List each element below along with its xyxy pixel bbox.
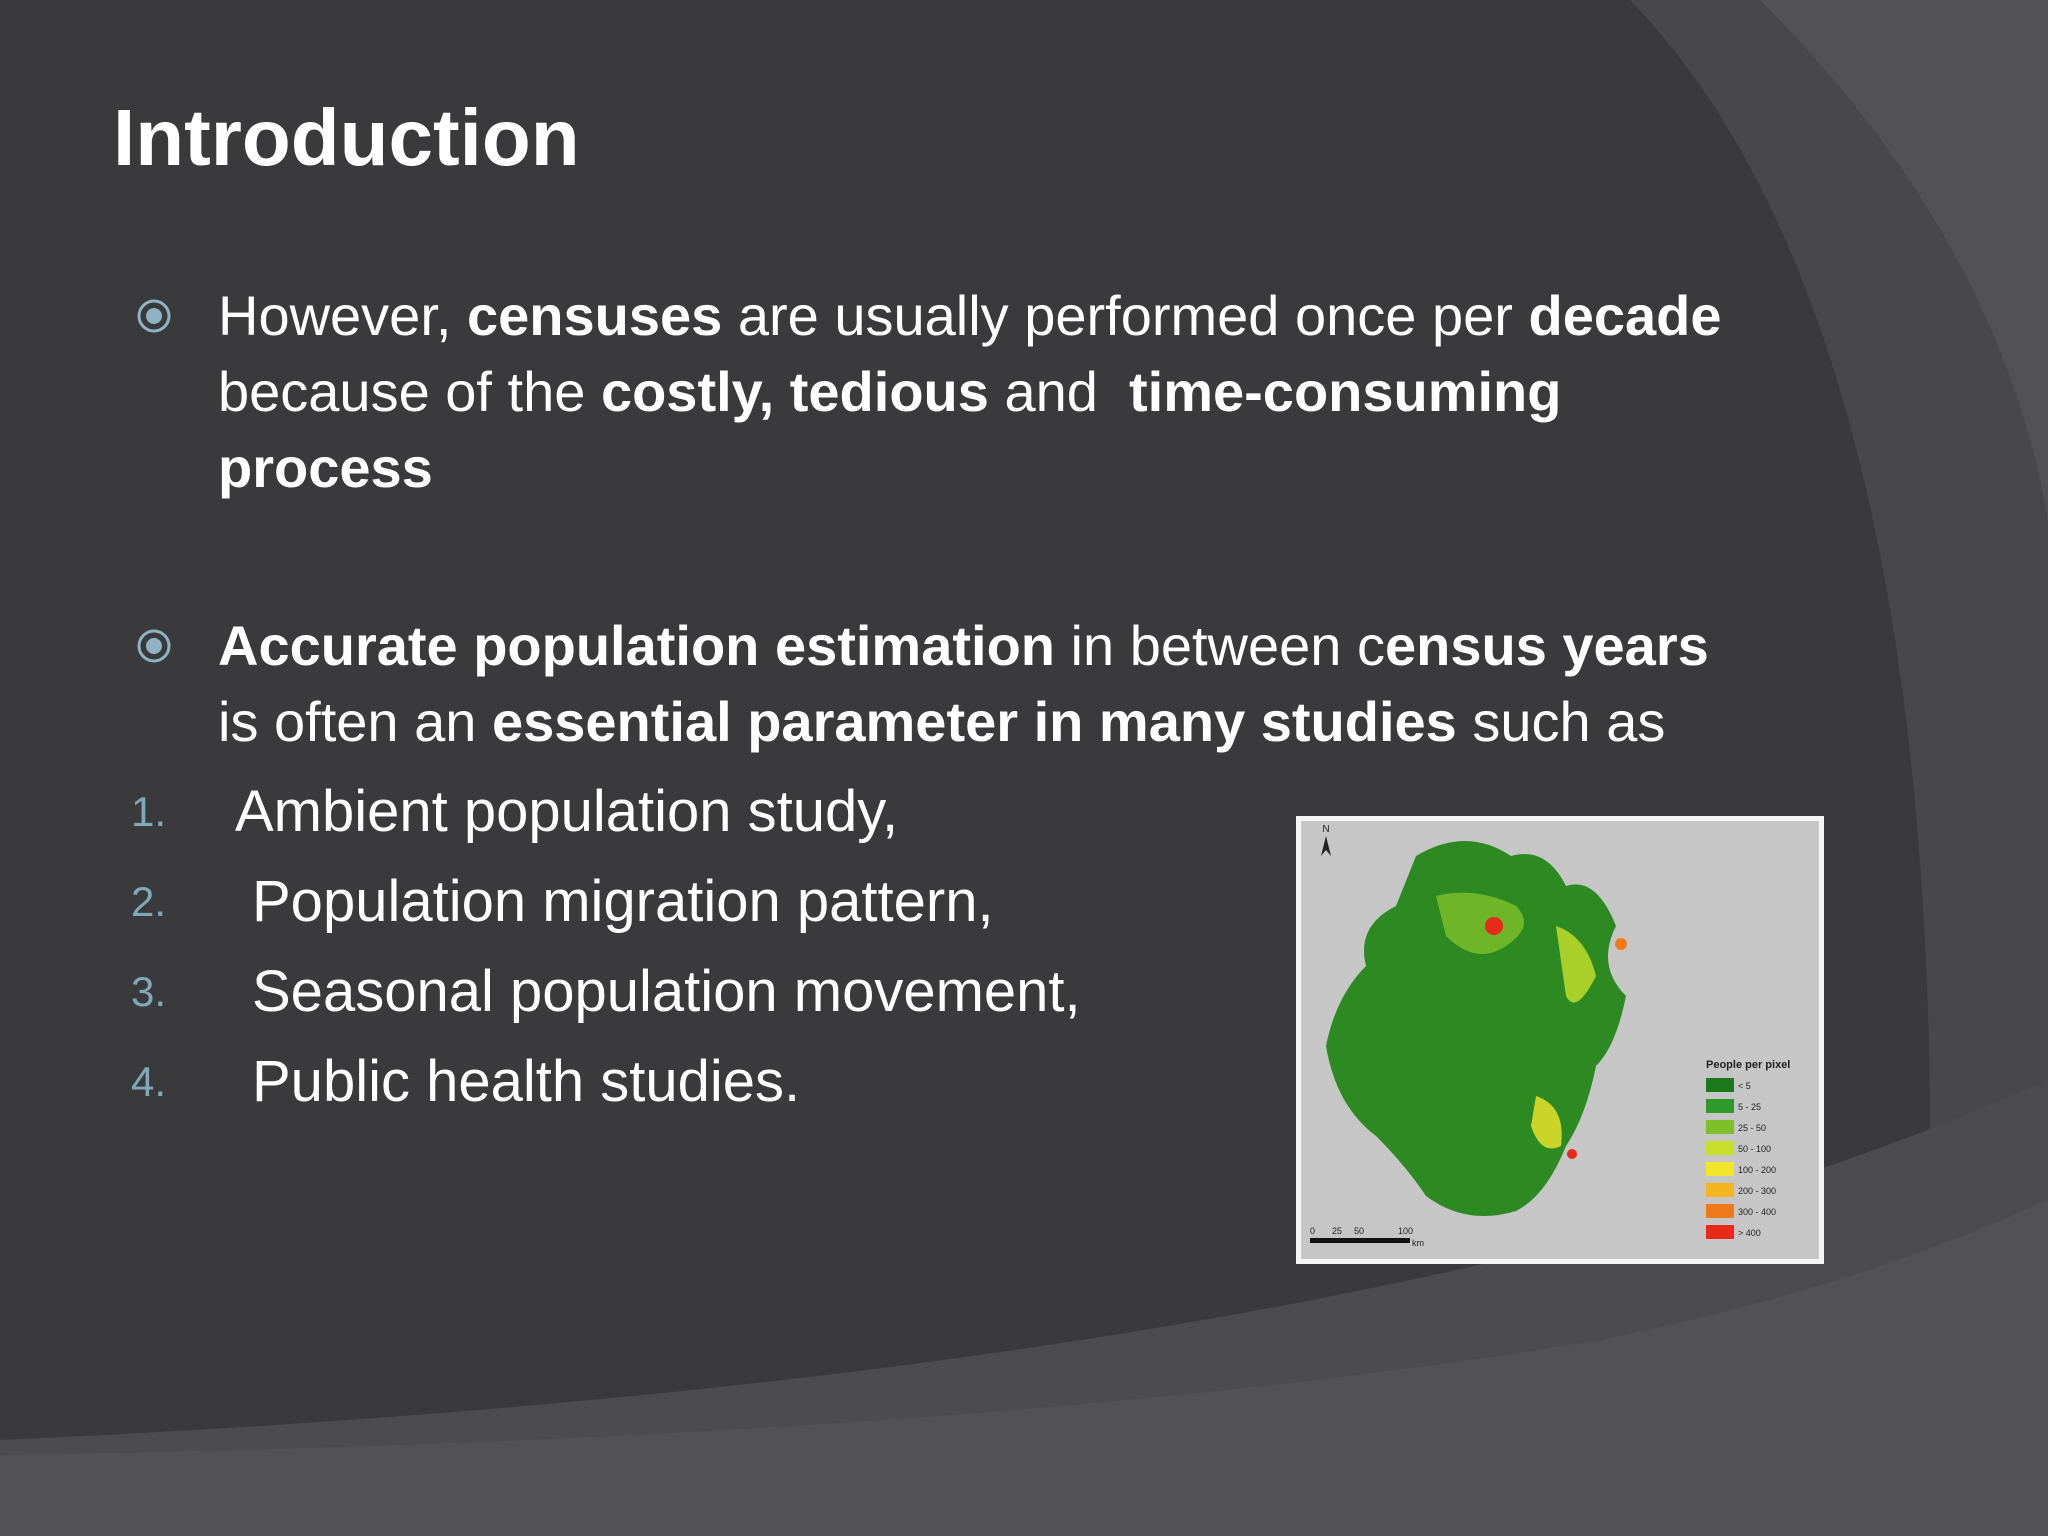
legend-label: 100 - 200 <box>1738 1165 1776 1175</box>
bold-text: censuses <box>467 284 723 347</box>
text: and <box>988 360 1129 423</box>
bold-text: essential parameter in many studies <box>491 690 1457 753</box>
legend-swatch <box>1706 1183 1734 1197</box>
list-number: 3. <box>131 968 167 1015</box>
legend-label: > 400 <box>1738 1228 1761 1238</box>
legend-swatch <box>1706 1120 1734 1134</box>
list-item: Population migration pattern, <box>252 869 994 934</box>
bold-text: Accurate population estimation <box>218 614 1055 677</box>
scale-label: 0 <box>1310 1226 1315 1236</box>
scale-label: 100 <box>1398 1226 1413 1236</box>
scale-label: 25 <box>1332 1226 1342 1236</box>
bold-text: costly, tedious <box>600 360 989 423</box>
text: such as <box>1456 690 1666 753</box>
text: are usually performed once per <box>722 284 1529 347</box>
population-map: N People per pixel < 5 5 - 25 25 - 50 50 - 10… <box>1296 816 1824 1264</box>
legend-label: 5 - 25 <box>1738 1102 1761 1112</box>
list-item: Public health studies. <box>252 1049 801 1114</box>
list-number: 2. <box>131 878 167 925</box>
legend-swatch <box>1706 1141 1734 1155</box>
legend-swatch <box>1706 1204 1734 1218</box>
scale-unit: km <box>1412 1238 1424 1248</box>
legend-label: 50 - 100 <box>1738 1144 1771 1154</box>
text: because of the <box>218 360 601 423</box>
bold-text: time-consuming <box>1129 360 1562 423</box>
text: is often an <box>218 690 492 753</box>
scale-bar <box>1310 1238 1410 1243</box>
bullet-text: However, censuses are usually performed … <box>218 278 1721 506</box>
legend-title: People per pixel <box>1706 1059 1790 1071</box>
list-number: 1. <box>131 788 167 835</box>
text: However, <box>218 284 467 347</box>
text: in between c <box>1055 614 1385 677</box>
bullet-line: because of the costly, tedious and time-… <box>218 354 1721 430</box>
bold-text: ensus years <box>1384 614 1709 677</box>
bullet-text: Accurate population estimation in betwee… <box>218 608 1709 760</box>
slide-title: Introduction <box>113 93 580 182</box>
bullet-line: is often an essential parameter in many … <box>218 684 1709 760</box>
list-number: 4. <box>131 1058 167 1105</box>
bold-text: decade <box>1528 284 1722 347</box>
legend-swatch <box>1706 1099 1734 1113</box>
bold-text: process <box>218 436 433 499</box>
legend-swatch <box>1706 1078 1734 1092</box>
legend-swatch <box>1706 1162 1734 1176</box>
list-item: Ambient population study, <box>235 779 899 844</box>
legend-label: 200 - 300 <box>1738 1186 1776 1196</box>
bullet-icon <box>137 299 171 333</box>
bullet-line: process <box>218 430 1721 506</box>
bullet-line: However, censuses are usually performed … <box>218 278 1721 354</box>
bullet-line: Accurate population estimation in betwee… <box>218 608 1709 684</box>
legend-label: 300 - 400 <box>1738 1207 1776 1217</box>
legend-swatch <box>1706 1225 1734 1239</box>
scale-label: 50 <box>1354 1226 1364 1236</box>
north-label: N <box>1322 824 1329 835</box>
legend-label: 25 - 50 <box>1738 1123 1766 1133</box>
bullet-icon <box>137 629 171 663</box>
legend-label: < 5 <box>1738 1081 1751 1091</box>
list-item: Seasonal population movement, <box>252 959 1081 1024</box>
